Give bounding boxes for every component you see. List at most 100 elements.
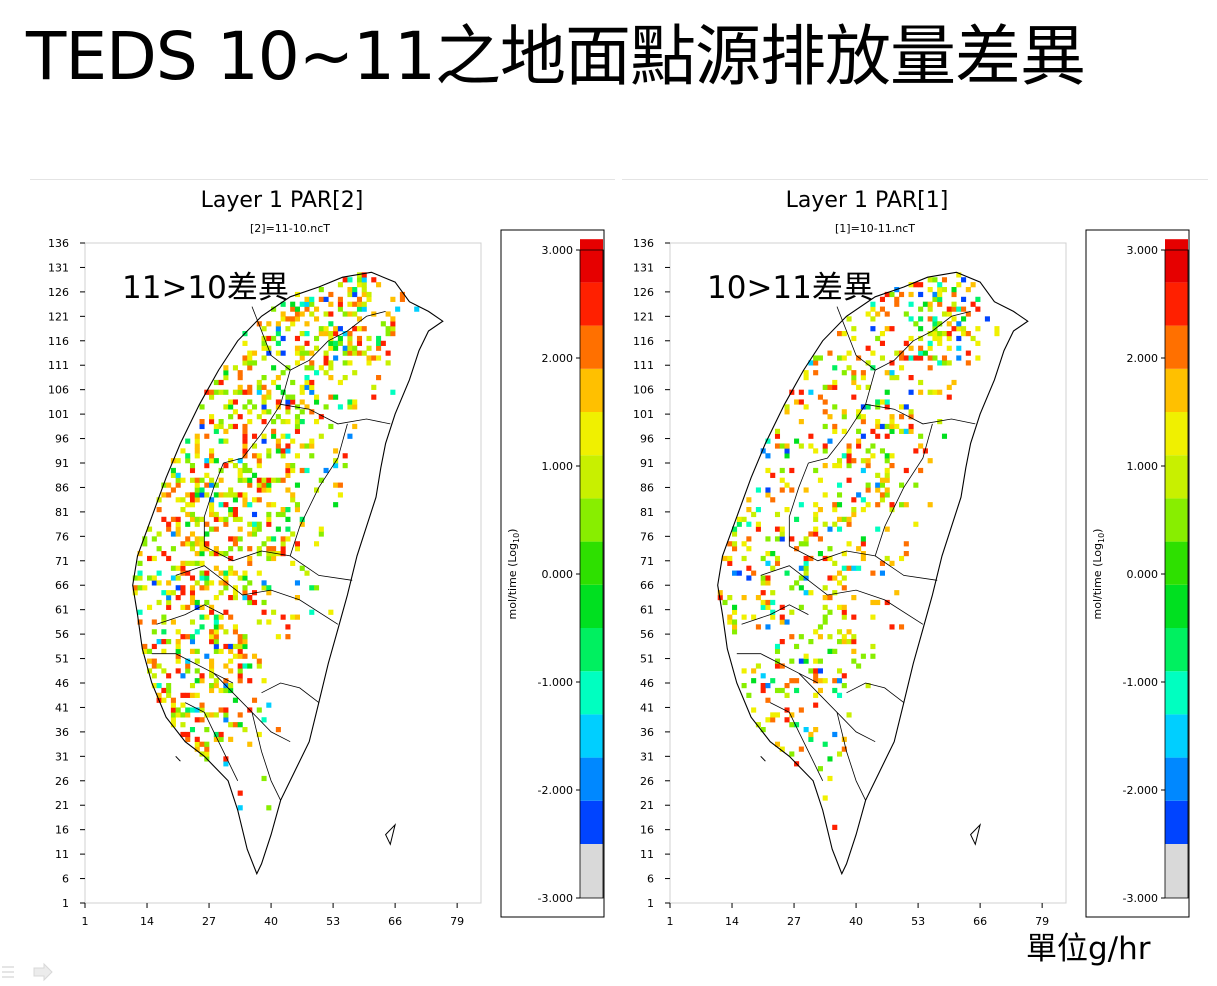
heatmap-cell <box>304 321 310 327</box>
heatmap-cell <box>808 555 814 562</box>
heatmap-cell <box>337 306 343 312</box>
heatmap-cell <box>194 736 200 742</box>
heatmap-cell <box>884 492 890 498</box>
heatmap-cell <box>760 599 766 606</box>
heatmap-cell <box>870 365 876 371</box>
heatmap-cell <box>879 560 885 566</box>
heatmap-cell <box>927 277 933 283</box>
heatmap-cell <box>251 453 258 459</box>
heatmap-cell <box>299 419 305 425</box>
next-slide-arrow-icon[interactable] <box>33 962 53 982</box>
heatmap-cell <box>865 311 871 317</box>
heatmap-cell <box>242 389 248 395</box>
y-tick-label: 61 <box>55 604 69 617</box>
heatmap-cell <box>318 414 324 420</box>
heatmap-cell <box>228 536 234 542</box>
heatmap-cell <box>347 301 353 307</box>
heatmap-cell <box>161 551 167 557</box>
heatmap-cell <box>223 707 229 713</box>
county-boundary <box>760 565 924 625</box>
heatmap-cell <box>189 511 196 518</box>
heatmap-cells-left <box>132 272 420 811</box>
chart-subtitle-left: [2]=11-10.ncT <box>250 222 330 235</box>
heatmap-cell <box>798 658 804 664</box>
heatmap-cell <box>356 326 363 332</box>
heatmap-cell <box>328 291 334 298</box>
heatmap-cell <box>261 609 267 615</box>
heatmap-cell <box>352 423 358 430</box>
heatmap-cell <box>247 350 253 356</box>
heatmap-cell <box>232 536 238 542</box>
heatmap-cell <box>884 404 890 410</box>
heatmap-cell <box>860 419 866 425</box>
colorbar-bin <box>580 412 603 456</box>
heatmap-cell <box>161 629 167 635</box>
slide-menu-icon[interactable] <box>2 966 14 978</box>
heatmap-cell <box>213 389 219 395</box>
heatmap-cell <box>755 521 761 527</box>
heatmap-cell <box>808 639 814 645</box>
county-boundary <box>741 604 809 625</box>
heatmap-cell <box>352 370 358 376</box>
heatmap-cell <box>237 634 243 640</box>
heatmap-cell <box>851 614 857 620</box>
heatmap-cell <box>199 717 205 723</box>
chart-title-right: Layer 1 PAR[1] <box>786 188 949 213</box>
heatmap-cell <box>908 428 914 434</box>
heatmap-cell <box>884 370 890 376</box>
heatmap-cell <box>879 306 885 312</box>
heatmap-cell <box>860 375 866 381</box>
heatmap-cell <box>390 389 396 395</box>
heatmap-cell <box>199 551 205 557</box>
heatmap-cell <box>328 331 334 337</box>
heatmap-cell <box>794 722 800 728</box>
heatmap-cell <box>271 477 277 483</box>
heatmap-cell <box>746 565 752 571</box>
heatmap-cell <box>218 419 224 425</box>
slide-nav-icons[interactable] <box>0 960 60 986</box>
heatmap-cell <box>970 335 976 342</box>
heatmap-cell <box>836 692 843 698</box>
heatmap-cell <box>170 565 176 571</box>
heatmap-cell <box>333 326 339 332</box>
y-tick-label: 41 <box>640 701 654 714</box>
heatmap-cell <box>256 551 262 557</box>
heatmap-cell <box>290 463 296 469</box>
heatmap-cell <box>865 448 871 454</box>
heatmap-cell <box>956 326 962 332</box>
heatmap-cell <box>228 555 234 562</box>
heatmap-cell <box>376 345 382 351</box>
heatmap-cell <box>232 511 238 518</box>
heatmap-cell <box>352 350 358 356</box>
heatmap-cell <box>879 477 885 483</box>
county-boundary <box>846 682 905 703</box>
heatmap-cell <box>285 448 291 454</box>
heatmap-cell <box>280 536 286 542</box>
heatmap-cell <box>285 433 291 439</box>
heatmap-cell <box>199 614 205 620</box>
heatmap-cell <box>209 604 215 610</box>
heatmap-cell <box>765 467 771 474</box>
heatmap-cell <box>242 663 248 669</box>
heatmap-cell <box>779 477 785 483</box>
heatmap-cell <box>727 595 733 601</box>
heatmap-cell <box>213 492 219 498</box>
y-tick-label: 36 <box>55 726 69 739</box>
heatmap-cell <box>894 375 900 381</box>
heatmap-cell <box>899 404 905 410</box>
heatmap-cell <box>280 433 286 439</box>
heatmap-cell <box>798 707 804 713</box>
taiwan-outline-right <box>717 271 1029 876</box>
heatmap-cell <box>760 575 766 581</box>
heatmap-cell <box>170 712 176 718</box>
heatmap-cell <box>194 536 200 542</box>
y-tick-label: 91 <box>640 457 654 470</box>
heatmap-cell <box>251 404 258 410</box>
heatmap-cell <box>741 668 747 674</box>
heatmap-cell <box>218 590 224 596</box>
heatmap-cell <box>261 678 267 684</box>
y-tick-label: 121 <box>633 310 654 323</box>
heatmap-cell <box>342 277 348 283</box>
heatmap-cell <box>156 531 162 537</box>
heatmap-cell <box>228 614 234 620</box>
